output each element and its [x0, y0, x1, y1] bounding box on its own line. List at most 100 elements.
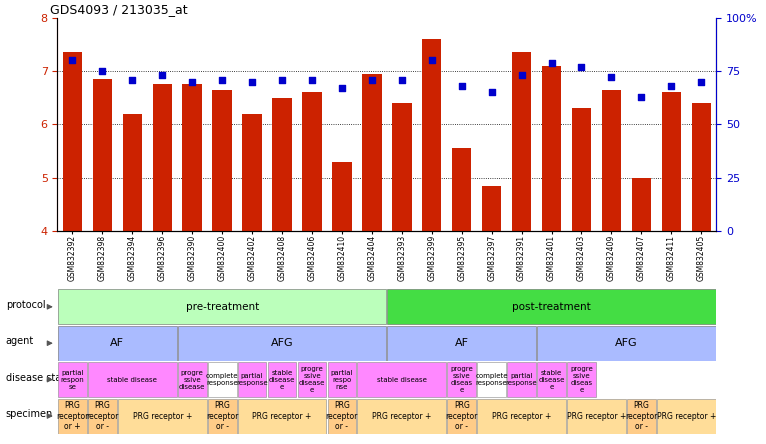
Bar — [601, 90, 621, 231]
Point — [126, 76, 139, 83]
Text: complete
response: complete response — [476, 373, 508, 386]
Text: PRG
receptor
or -: PRG receptor or - — [87, 401, 119, 431]
Bar — [627, 399, 656, 433]
Text: specimen: specimen — [6, 409, 53, 419]
Bar — [88, 362, 177, 397]
Text: AFG: AFG — [615, 338, 637, 348]
Text: AF: AF — [455, 338, 469, 348]
Point — [365, 76, 378, 83]
Text: PRG receptor +: PRG receptor + — [567, 412, 626, 420]
Bar — [447, 399, 476, 433]
Text: stable
disease
e: stable disease e — [538, 369, 565, 390]
Bar — [152, 84, 172, 231]
Bar — [178, 362, 207, 397]
Text: post-treatment: post-treatment — [512, 302, 591, 312]
Point — [545, 59, 558, 66]
Text: pre-treatment: pre-treatment — [185, 302, 259, 312]
Point — [695, 78, 707, 85]
Text: AFG: AFG — [270, 338, 293, 348]
Text: PRG receptor +: PRG receptor + — [372, 412, 431, 420]
Bar — [182, 84, 202, 231]
Bar — [328, 362, 356, 397]
Bar — [452, 148, 471, 231]
Text: partial
respon
se: partial respon se — [61, 369, 84, 390]
Bar — [298, 362, 326, 397]
Point — [306, 76, 318, 83]
Text: PRG receptor +: PRG receptor + — [656, 412, 716, 420]
Point — [97, 67, 109, 75]
Text: agent: agent — [6, 337, 34, 346]
Point — [276, 76, 288, 83]
Bar — [58, 362, 87, 397]
Bar — [512, 52, 532, 231]
Bar — [537, 362, 566, 397]
Text: PRG receptor +: PRG receptor + — [133, 412, 192, 420]
Bar — [272, 98, 292, 231]
Text: progre
ssive
disease: progre ssive disease — [179, 369, 205, 390]
Point — [186, 78, 198, 85]
Bar — [242, 114, 262, 231]
Text: stable
disease
e: stable disease e — [269, 369, 295, 390]
Point — [396, 76, 408, 83]
Point — [665, 83, 677, 90]
Bar — [118, 399, 207, 433]
Bar — [328, 399, 356, 433]
Bar — [632, 178, 651, 231]
Point — [246, 78, 258, 85]
Text: PRG
receptor
or -: PRG receptor or - — [446, 401, 478, 431]
Bar — [178, 326, 386, 361]
Point — [605, 74, 617, 81]
Bar — [237, 399, 326, 433]
Bar — [332, 162, 352, 231]
Text: complete
response: complete response — [206, 373, 238, 386]
Bar — [358, 399, 446, 433]
Bar — [692, 103, 711, 231]
Point — [67, 57, 79, 64]
Bar — [123, 114, 142, 231]
Text: AF: AF — [110, 338, 124, 348]
Bar — [657, 399, 715, 433]
Point — [426, 57, 438, 64]
Text: progre
ssive
disease
e: progre ssive disease e — [299, 366, 325, 393]
Text: PRG
receptor
or -: PRG receptor or - — [206, 401, 238, 431]
Bar — [482, 186, 502, 231]
Bar — [63, 52, 82, 231]
Bar — [303, 92, 322, 231]
Point — [216, 76, 228, 83]
Bar — [542, 66, 561, 231]
Bar — [571, 108, 591, 231]
Bar — [93, 79, 112, 231]
Bar — [58, 289, 386, 324]
Text: PRG receptor +: PRG receptor + — [252, 412, 312, 420]
Text: GDS4093 / 213035_at: GDS4093 / 213035_at — [50, 3, 188, 16]
Text: progre
ssive
diseas
e: progre ssive diseas e — [570, 366, 593, 393]
Text: protocol: protocol — [6, 300, 45, 310]
Text: PRG
receptor
or -: PRG receptor or - — [625, 401, 657, 431]
Bar — [388, 289, 715, 324]
Point — [516, 72, 528, 79]
Bar — [58, 399, 87, 433]
Bar — [477, 399, 566, 433]
Bar — [388, 326, 536, 361]
Point — [456, 83, 468, 90]
Bar — [208, 399, 237, 433]
Point — [486, 89, 498, 96]
Text: progre
ssive
diseas
e: progre ssive diseas e — [450, 366, 473, 393]
Text: partial
response: partial response — [236, 373, 268, 386]
Bar — [507, 362, 536, 397]
Bar — [362, 74, 381, 231]
Bar — [358, 362, 446, 397]
Point — [336, 84, 348, 91]
Bar — [537, 326, 715, 361]
Bar — [567, 399, 626, 433]
Bar — [567, 362, 596, 397]
Text: PRG
receptor
or -: PRG receptor or - — [326, 401, 358, 431]
Bar — [267, 362, 296, 397]
Text: partial
response: partial response — [506, 373, 538, 386]
Text: PRG
receptor
or +: PRG receptor or + — [56, 401, 89, 431]
Point — [156, 72, 169, 79]
Bar — [662, 92, 681, 231]
Point — [635, 93, 647, 100]
Text: stable disease: stable disease — [107, 377, 157, 383]
Text: partial
respo
nse: partial respo nse — [331, 369, 353, 390]
